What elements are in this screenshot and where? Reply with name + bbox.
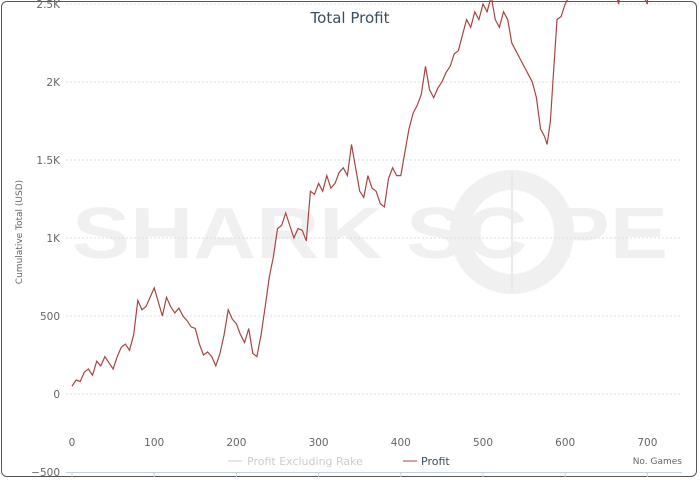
y-tick-label: 2K xyxy=(46,77,61,89)
y-tick-label: 0 xyxy=(53,389,60,401)
x-tick-label: 500 xyxy=(473,437,493,449)
chart-title: Total Profit xyxy=(310,9,390,27)
svg-text:SHARK SC PE: SHARK SC PE xyxy=(72,194,668,274)
x-tick-label: 0 xyxy=(69,437,76,449)
y-axis-label: Cumulative Total (USD) xyxy=(15,180,25,284)
legend: Profit Excluding Rake Profit xyxy=(228,455,450,468)
legend-item-profit[interactable]: Profit xyxy=(403,455,450,468)
sharkscope-watermark: SHARK SC PE xyxy=(72,170,668,294)
x-tick-label: 600 xyxy=(555,437,575,449)
x-tick-label: 300 xyxy=(309,437,329,449)
x-tick-label: 100 xyxy=(144,437,164,449)
legend-label: Profit xyxy=(421,455,450,468)
x-axis-label: No. Games xyxy=(633,457,683,467)
y-tick-label: 1.5K xyxy=(36,155,61,167)
y-tick-label: 500 xyxy=(40,311,60,323)
x-tick-label: 700 xyxy=(637,437,657,449)
x-tick-label: 400 xyxy=(391,437,411,449)
y-tick-label: 1K xyxy=(46,233,61,245)
x-tick-label: 200 xyxy=(226,437,246,449)
legend-label: Profit Excluding Rake xyxy=(247,455,363,468)
y-tick-label: −500 xyxy=(31,467,60,479)
legend-item-profit-excluding-rake[interactable]: Profit Excluding Rake xyxy=(228,455,363,468)
y-tick-label: 2.5K xyxy=(36,0,61,11)
profit-series-line xyxy=(71,0,649,387)
